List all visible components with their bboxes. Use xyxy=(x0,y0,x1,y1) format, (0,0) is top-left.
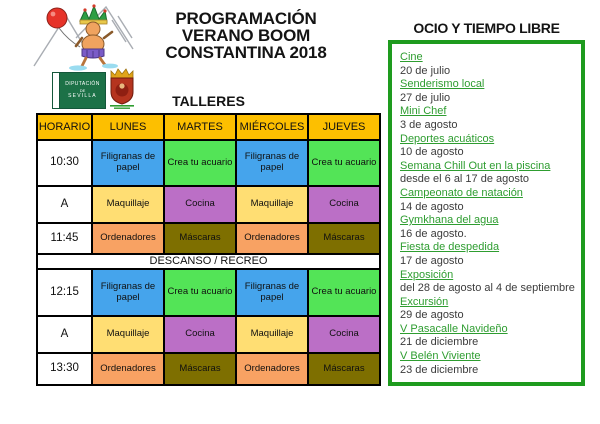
leisure-events-panel: Cine 20 de julio Senderismo local 27 de ju… xyxy=(388,40,585,386)
logo-org-line2: DE xyxy=(79,87,86,93)
event-item: Senderismo local 27 de julio xyxy=(400,78,577,105)
page-title: PROGRAMACIÓN VERANO BOOM CONSTANTINA 201… xyxy=(133,10,359,61)
schedule-cell: Filigranas de papel xyxy=(93,141,163,185)
time-cell: A xyxy=(38,187,91,222)
schedule-cell: Crea tu acuario xyxy=(165,141,235,185)
column-header-martes: MARTES xyxy=(165,115,235,139)
event-link[interactable]: V Pasacalle Navideño xyxy=(400,322,508,335)
event-item: Cine 20 de julio xyxy=(400,51,577,78)
title-line-2: VERANO BOOM xyxy=(181,26,311,45)
schedule-cell: Ordenadores xyxy=(93,354,163,384)
talleres-heading: TALLERES xyxy=(172,93,245,109)
schedule-cell: Cocina xyxy=(309,317,379,352)
event-date: 27 de julio xyxy=(400,91,451,104)
event-item: Exposición del 28 de agosto al 4 de septi… xyxy=(400,269,577,296)
schedule-cell: Cocina xyxy=(309,187,379,222)
time-cell: 12:15 xyxy=(38,270,91,315)
event-item: Excursión 29 de agosto xyxy=(400,296,577,323)
event-date: 3 de agosto xyxy=(400,118,458,131)
ocio-heading: OCIO Y TIEMPO LIBRE xyxy=(413,20,560,36)
title-line-3: CONSTANTINA 2018 xyxy=(165,43,327,62)
event-link[interactable]: Fiesta de despedida xyxy=(400,241,500,254)
event-date: 14 de agosto xyxy=(400,200,464,213)
event-date: 20 de julio xyxy=(400,64,451,77)
event-date: 21 de diciembre xyxy=(400,336,479,349)
schedule-cell: Maquillaje xyxy=(93,317,163,352)
column-header-lunes: LUNES xyxy=(93,115,163,139)
schedule-cell: Filigranas de papel xyxy=(237,141,307,185)
event-link[interactable]: Excursión xyxy=(400,295,449,308)
schedule-cell: Ordenadores xyxy=(237,354,307,384)
event-link[interactable]: Semana Chill Out en la piscina xyxy=(400,159,551,172)
schedule-cell: Cocina xyxy=(165,317,235,352)
schedule-cell: Máscaras xyxy=(309,224,379,253)
column-header-horario: HORARIO xyxy=(38,115,91,139)
event-link[interactable]: Cine xyxy=(400,51,423,63)
schedule-cell: Filigranas de papel xyxy=(93,270,163,315)
workshops-schedule-table: HORARIO LUNES MARTES MIÉRCOLES JUEVES 10… xyxy=(36,113,381,386)
event-link[interactable]: Campeonato de natación xyxy=(400,186,523,199)
diputacion-sevilla-logo: DIPUTACIÓN DE SEVILLA xyxy=(52,72,106,109)
event-date: 23 de diciembre xyxy=(400,363,479,376)
event-date: 16 de agosto. xyxy=(400,227,467,240)
event-link[interactable]: Deportes acuáticos xyxy=(400,132,495,145)
schedule-cell: Máscaras xyxy=(309,354,379,384)
time-cell: 11:45 xyxy=(38,224,91,253)
logo-org-line3: SEVILLA xyxy=(68,93,97,100)
event-item: V Pasacalle Navideño 21 de diciembre xyxy=(400,323,577,350)
break-row: DESCANSO / RECREO xyxy=(38,255,379,268)
schedule-cell: Maquillaje xyxy=(237,317,307,352)
event-link[interactable]: Exposición xyxy=(400,268,454,281)
schedule-cell: Máscaras xyxy=(165,224,235,253)
event-date: 29 de agosto xyxy=(400,309,464,322)
column-header-miercoles: MIÉRCOLES xyxy=(237,115,307,139)
schedule-cell: Cocina xyxy=(165,187,235,222)
schedule-cell: Ordenadores xyxy=(237,224,307,253)
event-item: Fiesta de despedida 17 de agosto xyxy=(400,241,577,268)
event-item: V Belén Viviente 23 de diciembre xyxy=(400,350,577,377)
schedule-cell: Filigranas de papel xyxy=(237,270,307,315)
event-date: del 28 de agosto al 4 de septiembre xyxy=(400,282,575,295)
time-cell: A xyxy=(38,317,91,352)
time-cell: 13:30 xyxy=(38,354,91,384)
constantina-crest-icon xyxy=(110,68,134,109)
event-link[interactable]: Mini Chef xyxy=(400,105,447,118)
event-date: desde el 6 al 17 de agosto xyxy=(400,173,530,186)
logo-org-line1: DIPUTACIÓN xyxy=(65,81,100,88)
schedule-cell: Ordenadores xyxy=(93,224,163,253)
time-cell: 10:30 xyxy=(38,141,91,185)
schedule-cell: Máscaras xyxy=(165,354,235,384)
jester-mascot-illustration xyxy=(33,4,134,71)
event-date: 10 de agosto xyxy=(400,146,464,159)
event-link[interactable]: V Belén Viviente xyxy=(400,350,481,363)
schedule-cell: Maquillaje xyxy=(237,187,307,222)
column-header-jueves: JUEVES xyxy=(309,115,379,139)
event-item: Semana Chill Out en la piscina desde el 6… xyxy=(400,160,577,187)
schedule-cell: Crea tu acuario xyxy=(309,270,379,315)
event-item: Gymkhana del agua 16 de agosto. xyxy=(400,214,577,241)
event-item: Deportes acuáticos 10 de agosto xyxy=(400,133,577,160)
schedule-cell: Crea tu acuario xyxy=(165,270,235,315)
event-link[interactable]: Senderismo local xyxy=(400,78,485,91)
event-link[interactable]: Gymkhana del agua xyxy=(400,214,499,227)
logo-side-strip xyxy=(53,73,60,108)
title-line-1: PROGRAMACIÓN xyxy=(175,9,317,28)
event-item: Mini Chef 3 de agosto xyxy=(400,105,577,132)
event-date: 17 de agosto xyxy=(400,254,464,267)
schedule-cell: Maquillaje xyxy=(93,187,163,222)
schedule-cell: Crea tu acuario xyxy=(309,141,379,185)
event-item: Campeonato de natación 14 de agosto xyxy=(400,187,577,214)
